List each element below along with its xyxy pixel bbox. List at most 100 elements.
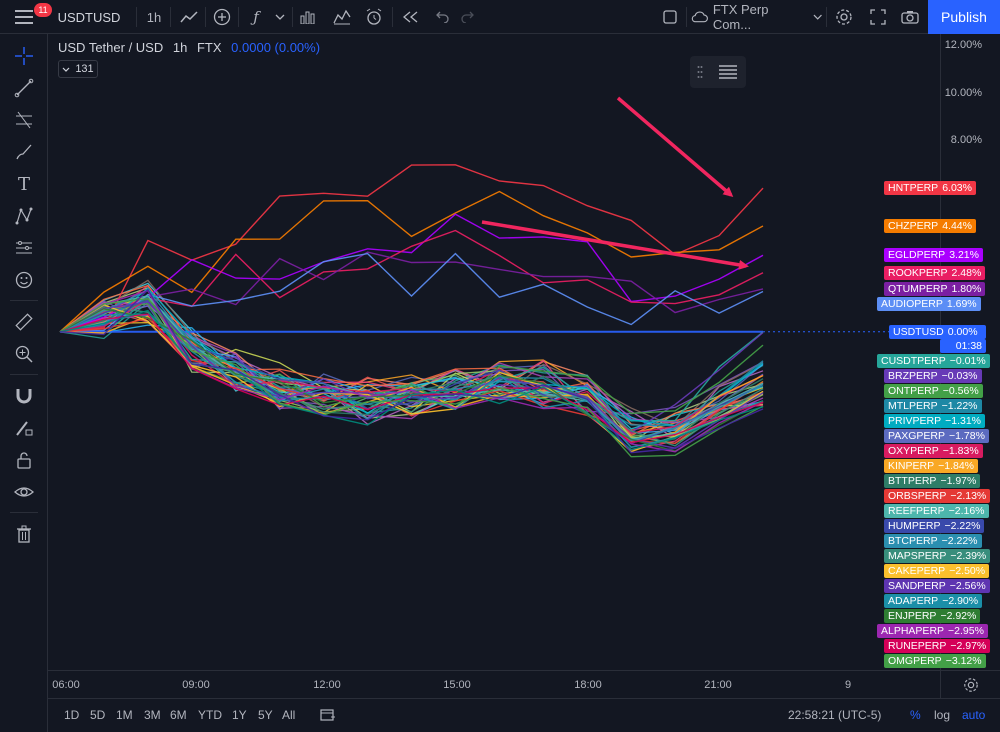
publish-button[interactable]: Publish <box>928 0 1000 34</box>
range-button-ytd[interactable]: YTD <box>198 708 222 722</box>
time-axis[interactable]: 06:00 09:00 12:00 15:00 18:00 21:00 9 <box>48 670 940 698</box>
measure-tool[interactable] <box>10 308 38 336</box>
snapshot-button[interactable] <box>896 0 924 34</box>
replay-button[interactable] <box>396 0 424 34</box>
series-tag-brzperp: BRZPERP −0.03% <box>884 368 982 383</box>
series-line-qtumperp <box>59 251 764 333</box>
series-tag-name: QTUMPERP <box>888 282 948 295</box>
square-icon <box>663 10 677 24</box>
time-tick-label: 09:00 <box>182 679 210 691</box>
hide-drawings-tool[interactable] <box>10 478 38 506</box>
series-tag-value: −1.78% <box>949 429 985 442</box>
series-tag-name: PRIVPERP <box>888 414 942 427</box>
price-tick-label: 8.00% <box>950 134 982 147</box>
redo-icon <box>461 11 474 23</box>
chart-plot[interactable] <box>48 34 940 670</box>
crosshair-tool[interactable] <box>10 42 38 70</box>
text-tool[interactable]: T <box>10 170 38 198</box>
lock-drawings-tool[interactable] <box>10 446 38 474</box>
camera-icon <box>901 11 919 24</box>
alert-button[interactable] <box>360 0 388 34</box>
auto-scale-toggle[interactable]: auto <box>962 708 986 722</box>
series-tag-alphaperp: ALPHAPERP −2.95% <box>877 623 988 638</box>
prediction-tool[interactable] <box>10 234 38 262</box>
text-icon: T <box>17 173 30 195</box>
drawing-toolbar: T <box>0 34 48 732</box>
chart-pane[interactable] <box>48 34 940 670</box>
templates-button[interactable] <box>328 0 356 34</box>
series-tag-value: −0.03% <box>941 369 978 382</box>
series-tag-value: −1.97% <box>940 474 977 487</box>
price-tick-label: 10.00% <box>944 86 982 99</box>
series-tag-cusdtperp: CUSDTPERP −0.01% <box>877 353 990 368</box>
series-tag-value: 4.44% <box>942 219 972 232</box>
annotation-arrow[interactable] <box>616 96 734 197</box>
series-tag-value: −2.90% <box>942 594 979 607</box>
legend-collapse-button[interactable]: 131 <box>58 60 98 78</box>
list-icon <box>719 65 737 79</box>
settings-button[interactable] <box>830 0 858 34</box>
clock[interactable]: 22:58:21 (UTC-5) <box>788 708 882 722</box>
alarm-clock-icon <box>366 8 382 25</box>
fullscreen-button[interactable] <box>864 0 892 34</box>
range-button-1y[interactable]: 1Y <box>232 708 247 722</box>
financials-button[interactable] <box>294 0 322 34</box>
series-tag-name: ALPHAPERP <box>881 624 945 637</box>
legend-count: 131 <box>75 63 94 75</box>
icon-tool[interactable] <box>10 266 38 294</box>
date-range-button[interactable] <box>320 707 336 726</box>
menu-button[interactable]: 11 <box>6 0 52 34</box>
chart-type-button[interactable] <box>174 0 204 34</box>
fullscreen-icon <box>870 9 886 25</box>
compare-button[interactable] <box>208 0 236 34</box>
remove-drawings-tool[interactable] <box>10 520 38 548</box>
series-tag-value: −1.84% <box>938 459 975 472</box>
chevron-down-icon <box>813 14 822 20</box>
symbol-search-button[interactable]: USDTUSD <box>57 9 121 25</box>
gear-icon <box>836 9 852 25</box>
series-tag-name: OMGPERP <box>888 654 942 667</box>
range-button-1m[interactable]: 1M <box>116 708 133 722</box>
range-button-5y[interactable]: 5Y <box>258 708 273 722</box>
line-chart-icon <box>180 11 198 23</box>
series-tag-chzperp: CHZPERP 4.44% <box>884 218 976 233</box>
brush-tool[interactable] <box>10 138 38 166</box>
indicators-dropdown[interactable] <box>270 0 290 34</box>
range-button-3m[interactable]: 3M <box>144 708 161 722</box>
range-button-6m[interactable]: 6M <box>170 708 187 722</box>
percent-scale-toggle[interactable]: % <box>910 708 921 722</box>
range-button-5d[interactable]: 5D <box>90 708 106 722</box>
scale-settings-button[interactable] <box>940 670 1000 698</box>
time-tick-label: 18:00 <box>574 679 602 691</box>
series-tag-audioperp: AUDIOPERP 1.69% <box>877 296 981 311</box>
series-tag-value: −2.56% <box>949 579 986 592</box>
hamburger-icon <box>15 10 33 24</box>
legend-change: 0.0000 (0.00%) <box>231 40 321 55</box>
series-line-unlabeled <box>59 324 764 435</box>
layout-name-button[interactable]: FTX Perp Com... <box>690 0 822 34</box>
legend-title: USD Tether / USD <box>58 40 164 55</box>
undo-button[interactable] <box>428 0 454 34</box>
series-tag-orbsperp: ORBSPERP −2.13% <box>884 488 991 503</box>
layout-select-button[interactable] <box>656 0 684 34</box>
series-line-audioperp <box>59 252 764 333</box>
log-scale-toggle[interactable]: log <box>934 708 951 722</box>
series-tag-humperp: HUMPERP −2.22% <box>884 518 985 533</box>
zoom-tool[interactable] <box>10 340 38 368</box>
interval-button[interactable]: 1h <box>146 9 162 25</box>
pattern-tool[interactable] <box>10 202 38 230</box>
redo-button[interactable] <box>456 0 482 34</box>
cloud-icon <box>691 11 708 23</box>
indicators-button[interactable]: ƒ <box>242 0 270 34</box>
magnet-tool[interactable] <box>10 382 38 410</box>
trend-line-tool[interactable] <box>10 74 38 102</box>
stay-drawing-tool[interactable] <box>10 414 38 442</box>
series-tag-name: CUSDTPERP <box>881 354 946 367</box>
series-tag-value: −2.39% <box>950 549 987 562</box>
range-button-1d[interactable]: 1D <box>64 708 80 722</box>
series-tag-usdtusd: USDTUSD 0.00% <box>889 324 986 339</box>
range-button-all[interactable]: All <box>282 708 296 722</box>
fib-tool[interactable] <box>10 106 38 134</box>
annotation-arrow[interactable] <box>481 220 749 270</box>
object-tree-button[interactable] <box>690 56 746 88</box>
